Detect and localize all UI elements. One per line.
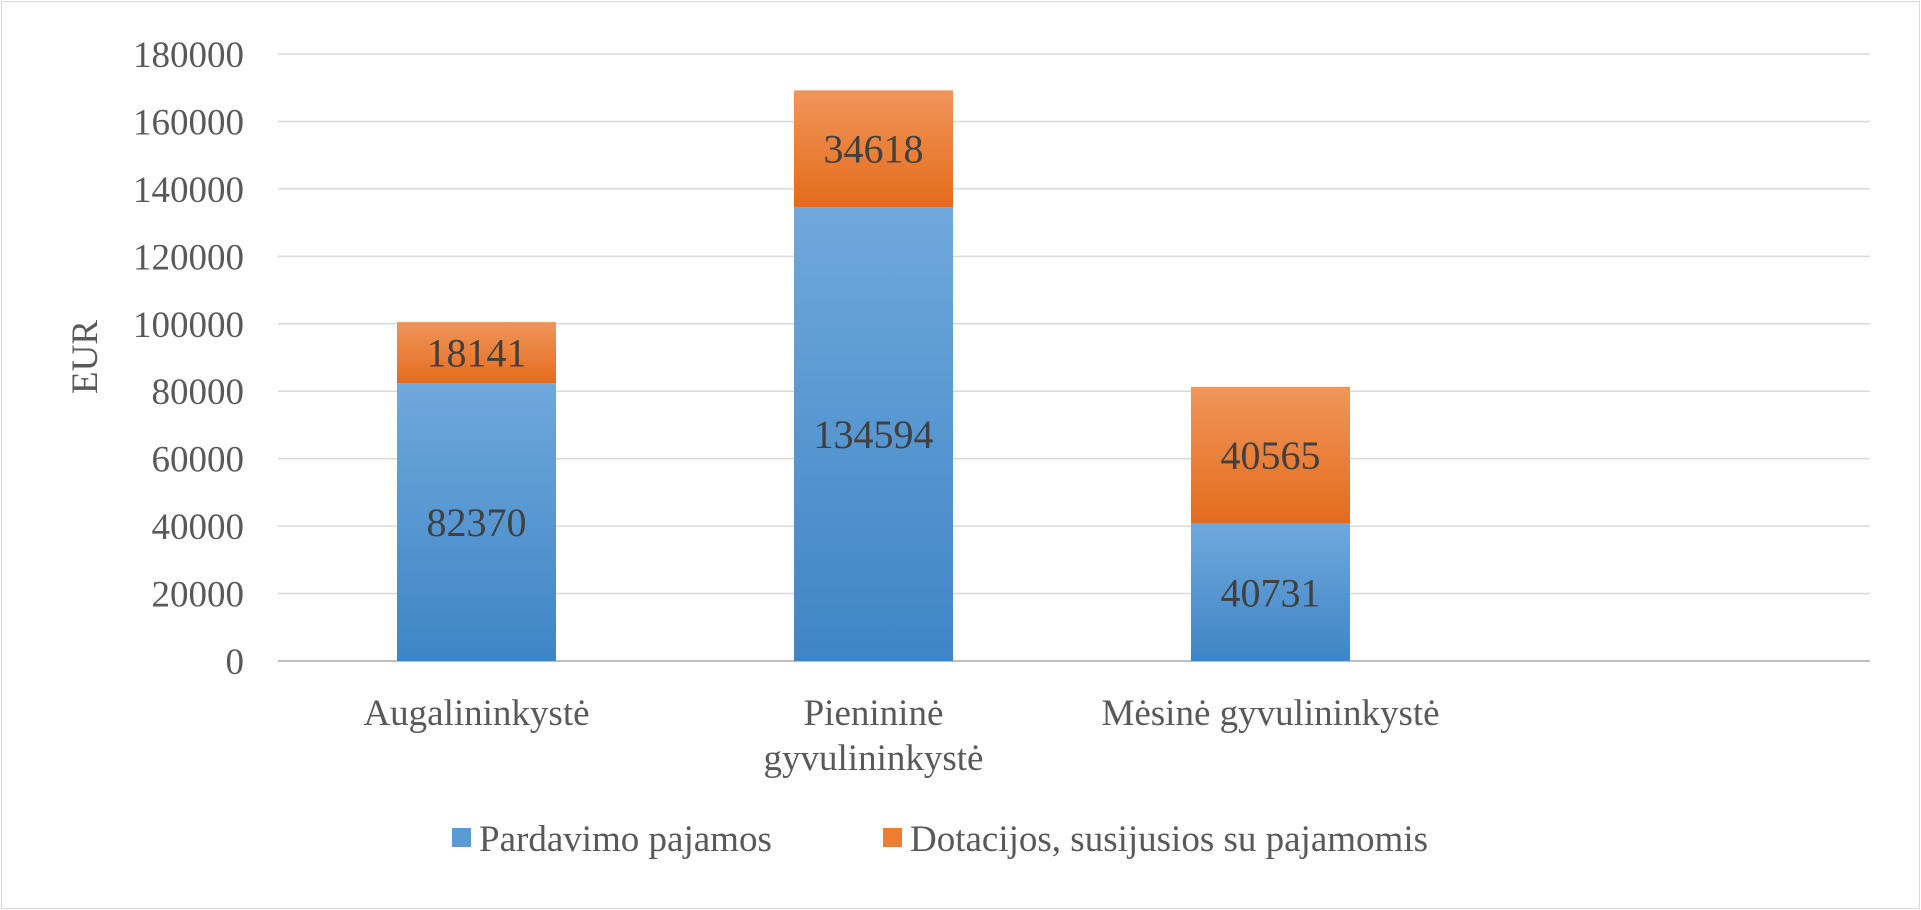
bars: 82370 18141 134594 34618 40731 40565 — [397, 90, 1350, 661]
y-tick-label: 180000 — [133, 35, 244, 76]
y-tick-label: 60000 — [152, 440, 245, 481]
y-axis-title: EUR — [65, 320, 106, 394]
legend: Pardavimo pajamos Dotacijos, susijusios s… — [452, 819, 1428, 860]
data-label: 40565 — [1221, 433, 1321, 478]
data-label: 18141 — [427, 331, 527, 376]
legend-label: Dotacijos, susijusios su pajamomis — [910, 819, 1428, 860]
y-tick-label: 120000 — [133, 237, 244, 278]
data-label: 34618 — [824, 127, 924, 172]
y-tick-label: 140000 — [133, 170, 244, 211]
bar-pardavimo-pajamos-0 — [397, 383, 556, 661]
legend-swatch — [452, 828, 471, 847]
legend-label: Pardavimo pajamos — [479, 819, 772, 860]
data-label: 134594 — [814, 412, 934, 457]
x-category-label: Pienininė — [804, 693, 944, 734]
legend-swatch — [883, 828, 902, 847]
x-category-label: Mėsinė gyvulininkystė — [1101, 693, 1439, 734]
bar-dotacijos-2 — [1191, 386, 1350, 524]
data-label: 82370 — [427, 500, 527, 545]
y-tick-label: 20000 — [152, 575, 245, 616]
bar-pardavimo-pajamos-1 — [794, 207, 953, 661]
x-category-label: gyvulininkystė — [764, 738, 984, 779]
y-tick-label: 40000 — [152, 507, 245, 548]
bar-pardavimo-pajamos-2 — [1191, 523, 1350, 661]
y-tick-label: 100000 — [133, 305, 244, 346]
data-label: 40731 — [1221, 570, 1321, 615]
y-tick-label: 80000 — [152, 372, 245, 413]
x-category-label: Augalininkystė — [363, 693, 589, 734]
bar-dotacijos-1 — [794, 90, 953, 208]
y-tick-labels: 0 20000 40000 60000 80000 100000 120000 140000 1… — [133, 35, 244, 683]
y-tick-label: 160000 — [133, 102, 244, 143]
y-tick-label: 0 — [226, 642, 245, 683]
bar-dotacijos-0 — [397, 322, 556, 384]
